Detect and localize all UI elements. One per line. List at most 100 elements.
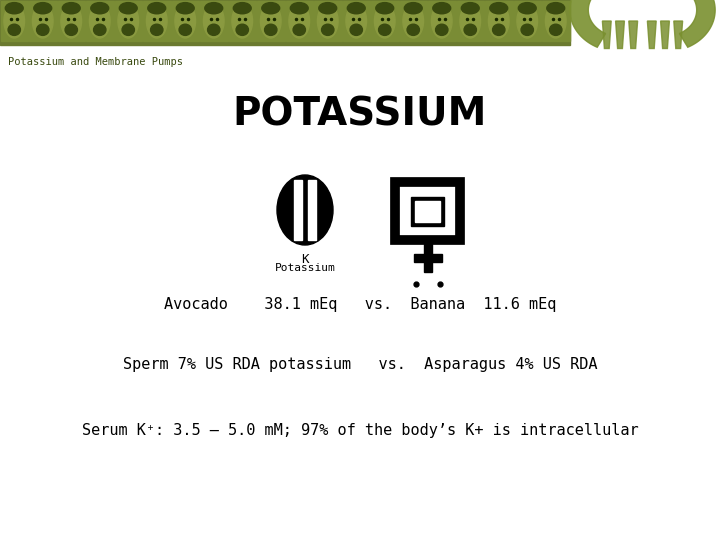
Ellipse shape	[204, 4, 224, 38]
Ellipse shape	[518, 3, 536, 14]
Ellipse shape	[207, 24, 220, 36]
Ellipse shape	[146, 4, 167, 38]
Bar	[286, 1, 313, 41]
Bar	[1, 1, 28, 41]
Ellipse shape	[179, 24, 192, 36]
Text: Serum K⁺: 3.5 – 5.0 mM; 97% of the body’s K+ is intracellular: Serum K⁺: 3.5 – 5.0 mM; 97% of the body’…	[81, 422, 639, 437]
Ellipse shape	[37, 24, 49, 36]
Ellipse shape	[261, 4, 281, 38]
Bar	[171, 1, 199, 41]
Bar	[456, 1, 484, 41]
Polygon shape	[661, 21, 670, 49]
Polygon shape	[680, 0, 715, 47]
Bar	[513, 1, 541, 41]
Bar	[423, 244, 431, 272]
Bar	[200, 1, 228, 41]
Ellipse shape	[318, 4, 338, 38]
Ellipse shape	[403, 4, 423, 38]
Ellipse shape	[407, 24, 420, 36]
Ellipse shape	[517, 4, 538, 38]
Ellipse shape	[322, 24, 334, 36]
Ellipse shape	[405, 3, 422, 14]
Bar	[86, 1, 114, 41]
Polygon shape	[674, 21, 683, 49]
Ellipse shape	[8, 24, 20, 36]
Ellipse shape	[262, 3, 279, 14]
Bar	[29, 1, 56, 41]
Bar	[343, 1, 370, 41]
Bar	[0, 0, 570, 45]
Ellipse shape	[347, 3, 365, 14]
Ellipse shape	[91, 3, 109, 14]
Ellipse shape	[89, 4, 110, 38]
Text: Avocado    38.1 mEq   vs.  Banana  11.6 mEq: Avocado 38.1 mEq vs. Banana 11.6 mEq	[164, 298, 556, 313]
Ellipse shape	[436, 24, 448, 36]
Ellipse shape	[521, 24, 534, 36]
Ellipse shape	[462, 3, 480, 14]
Ellipse shape	[319, 3, 337, 14]
Ellipse shape	[490, 3, 508, 14]
Bar	[400, 1, 427, 41]
Ellipse shape	[175, 4, 196, 38]
Ellipse shape	[293, 24, 305, 36]
Ellipse shape	[433, 3, 451, 14]
Ellipse shape	[5, 3, 23, 14]
Text: K: K	[301, 253, 309, 266]
Ellipse shape	[264, 24, 277, 36]
Bar	[114, 1, 142, 41]
Ellipse shape	[34, 3, 52, 14]
Polygon shape	[570, 0, 606, 47]
Bar	[428, 1, 456, 41]
Ellipse shape	[488, 4, 509, 38]
Ellipse shape	[122, 24, 135, 36]
Polygon shape	[647, 21, 656, 49]
Ellipse shape	[32, 4, 53, 38]
Ellipse shape	[61, 4, 81, 38]
Ellipse shape	[546, 3, 564, 14]
Ellipse shape	[374, 4, 395, 38]
Bar	[308, 180, 316, 240]
Ellipse shape	[379, 24, 391, 36]
Ellipse shape	[120, 3, 138, 14]
Ellipse shape	[346, 4, 366, 38]
Bar	[371, 1, 398, 41]
Ellipse shape	[4, 4, 24, 38]
Bar	[294, 180, 302, 240]
Ellipse shape	[289, 4, 310, 38]
Ellipse shape	[63, 3, 80, 14]
Ellipse shape	[464, 24, 477, 36]
Ellipse shape	[65, 24, 78, 36]
Bar	[542, 1, 570, 41]
Bar	[257, 1, 284, 41]
Bar	[395, 182, 460, 240]
Ellipse shape	[176, 3, 194, 14]
Bar	[411, 197, 444, 226]
Ellipse shape	[290, 3, 308, 14]
Ellipse shape	[148, 3, 166, 14]
Ellipse shape	[277, 175, 333, 245]
Ellipse shape	[233, 3, 251, 14]
Bar	[415, 200, 440, 221]
Ellipse shape	[236, 24, 248, 36]
Ellipse shape	[546, 4, 566, 38]
Text: Sperm 7% US RDA potassium   vs.  Asparagus 4% US RDA: Sperm 7% US RDA potassium vs. Asparagus …	[122, 357, 598, 373]
Bar	[58, 1, 85, 41]
Text: POTASSIUM: POTASSIUM	[233, 96, 487, 134]
Bar	[413, 254, 441, 262]
Ellipse shape	[431, 4, 452, 38]
Text: Potassium: Potassium	[274, 263, 336, 273]
Ellipse shape	[376, 3, 394, 14]
Ellipse shape	[94, 24, 106, 36]
Bar	[143, 1, 171, 41]
Ellipse shape	[460, 4, 480, 38]
Polygon shape	[616, 21, 624, 49]
Ellipse shape	[549, 24, 562, 36]
Ellipse shape	[150, 24, 163, 36]
Ellipse shape	[232, 4, 253, 38]
Bar	[228, 1, 256, 41]
Text: Potassium and Membrane Pumps: Potassium and Membrane Pumps	[8, 57, 183, 67]
Polygon shape	[603, 21, 611, 49]
Bar	[314, 1, 341, 41]
Polygon shape	[629, 21, 638, 49]
Ellipse shape	[204, 3, 222, 14]
